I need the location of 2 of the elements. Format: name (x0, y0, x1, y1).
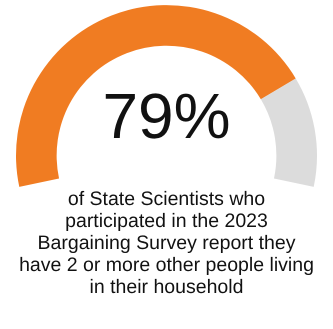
data-label: 79% (102, 80, 231, 152)
text: of State Scientists who participated in the 2023 Bargaining Survey report they have 2 or more other people living in their household (18, 188, 315, 298)
